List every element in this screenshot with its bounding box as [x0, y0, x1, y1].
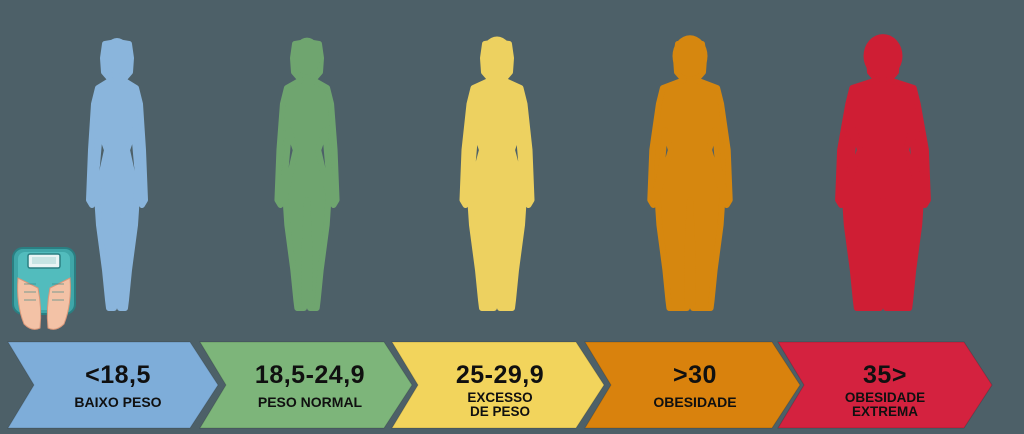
figure-head — [293, 37, 321, 75]
scale-segment-1 — [199, 341, 413, 429]
segment-text-3: >30 OBESIDADE — [605, 361, 785, 410]
figure-head — [863, 34, 903, 78]
segment-text-4: 35> OBESIDADE EXTREMA — [795, 361, 975, 419]
body-figure-1 — [274, 37, 340, 311]
figure-head — [104, 38, 130, 74]
segment-label: PESO NORMAL — [257, 394, 363, 410]
figure-body — [459, 39, 535, 311]
segment-value: >30 — [673, 361, 717, 389]
body-figure-2 — [459, 36, 535, 311]
segment-text-2: 25-29,9 EXCESSO DE PESO — [410, 361, 590, 419]
segment-value: 18,5-24,9 — [254, 361, 366, 389]
body-figure-0 — [86, 38, 148, 311]
segment-label: OBESIDADE — [653, 394, 737, 410]
scale-segment-2 — [391, 341, 605, 429]
scale-segment-0 — [7, 341, 219, 429]
segment-text-0: <18,5 BAIXO PESO — [38, 361, 198, 410]
body-figure-3 — [647, 35, 733, 311]
segment-value: 35> — [863, 361, 907, 389]
figure-body — [835, 39, 931, 311]
segment-label: BAIXO PESO — [74, 394, 162, 410]
figure-body — [647, 39, 733, 311]
segment-label-line-1: EXCESSO — [467, 390, 533, 405]
segment-label-line-2: EXTREMA — [851, 404, 918, 419]
scale-segment-3 — [584, 341, 801, 429]
segment-label-line-2: DE PESO — [469, 404, 531, 419]
segment-text-1: 18,5-24,9 PESO NORMAL — [220, 361, 400, 410]
segment-value: 25-29,9 — [455, 361, 545, 389]
figure-body — [86, 39, 148, 311]
segment-label-line-1: OBESIDADE — [844, 390, 926, 405]
scale-segment-4 — [777, 341, 993, 429]
figure-body — [274, 39, 340, 311]
bmi-scale-bar — [7, 341, 993, 429]
figure-head — [672, 35, 708, 77]
figure-head — [481, 36, 513, 76]
segment-value: <18,5 — [85, 361, 151, 389]
body-silhouettes — [86, 34, 931, 311]
body-figure-4 — [835, 34, 931, 311]
bathroom-scale-icon — [12, 247, 76, 330]
